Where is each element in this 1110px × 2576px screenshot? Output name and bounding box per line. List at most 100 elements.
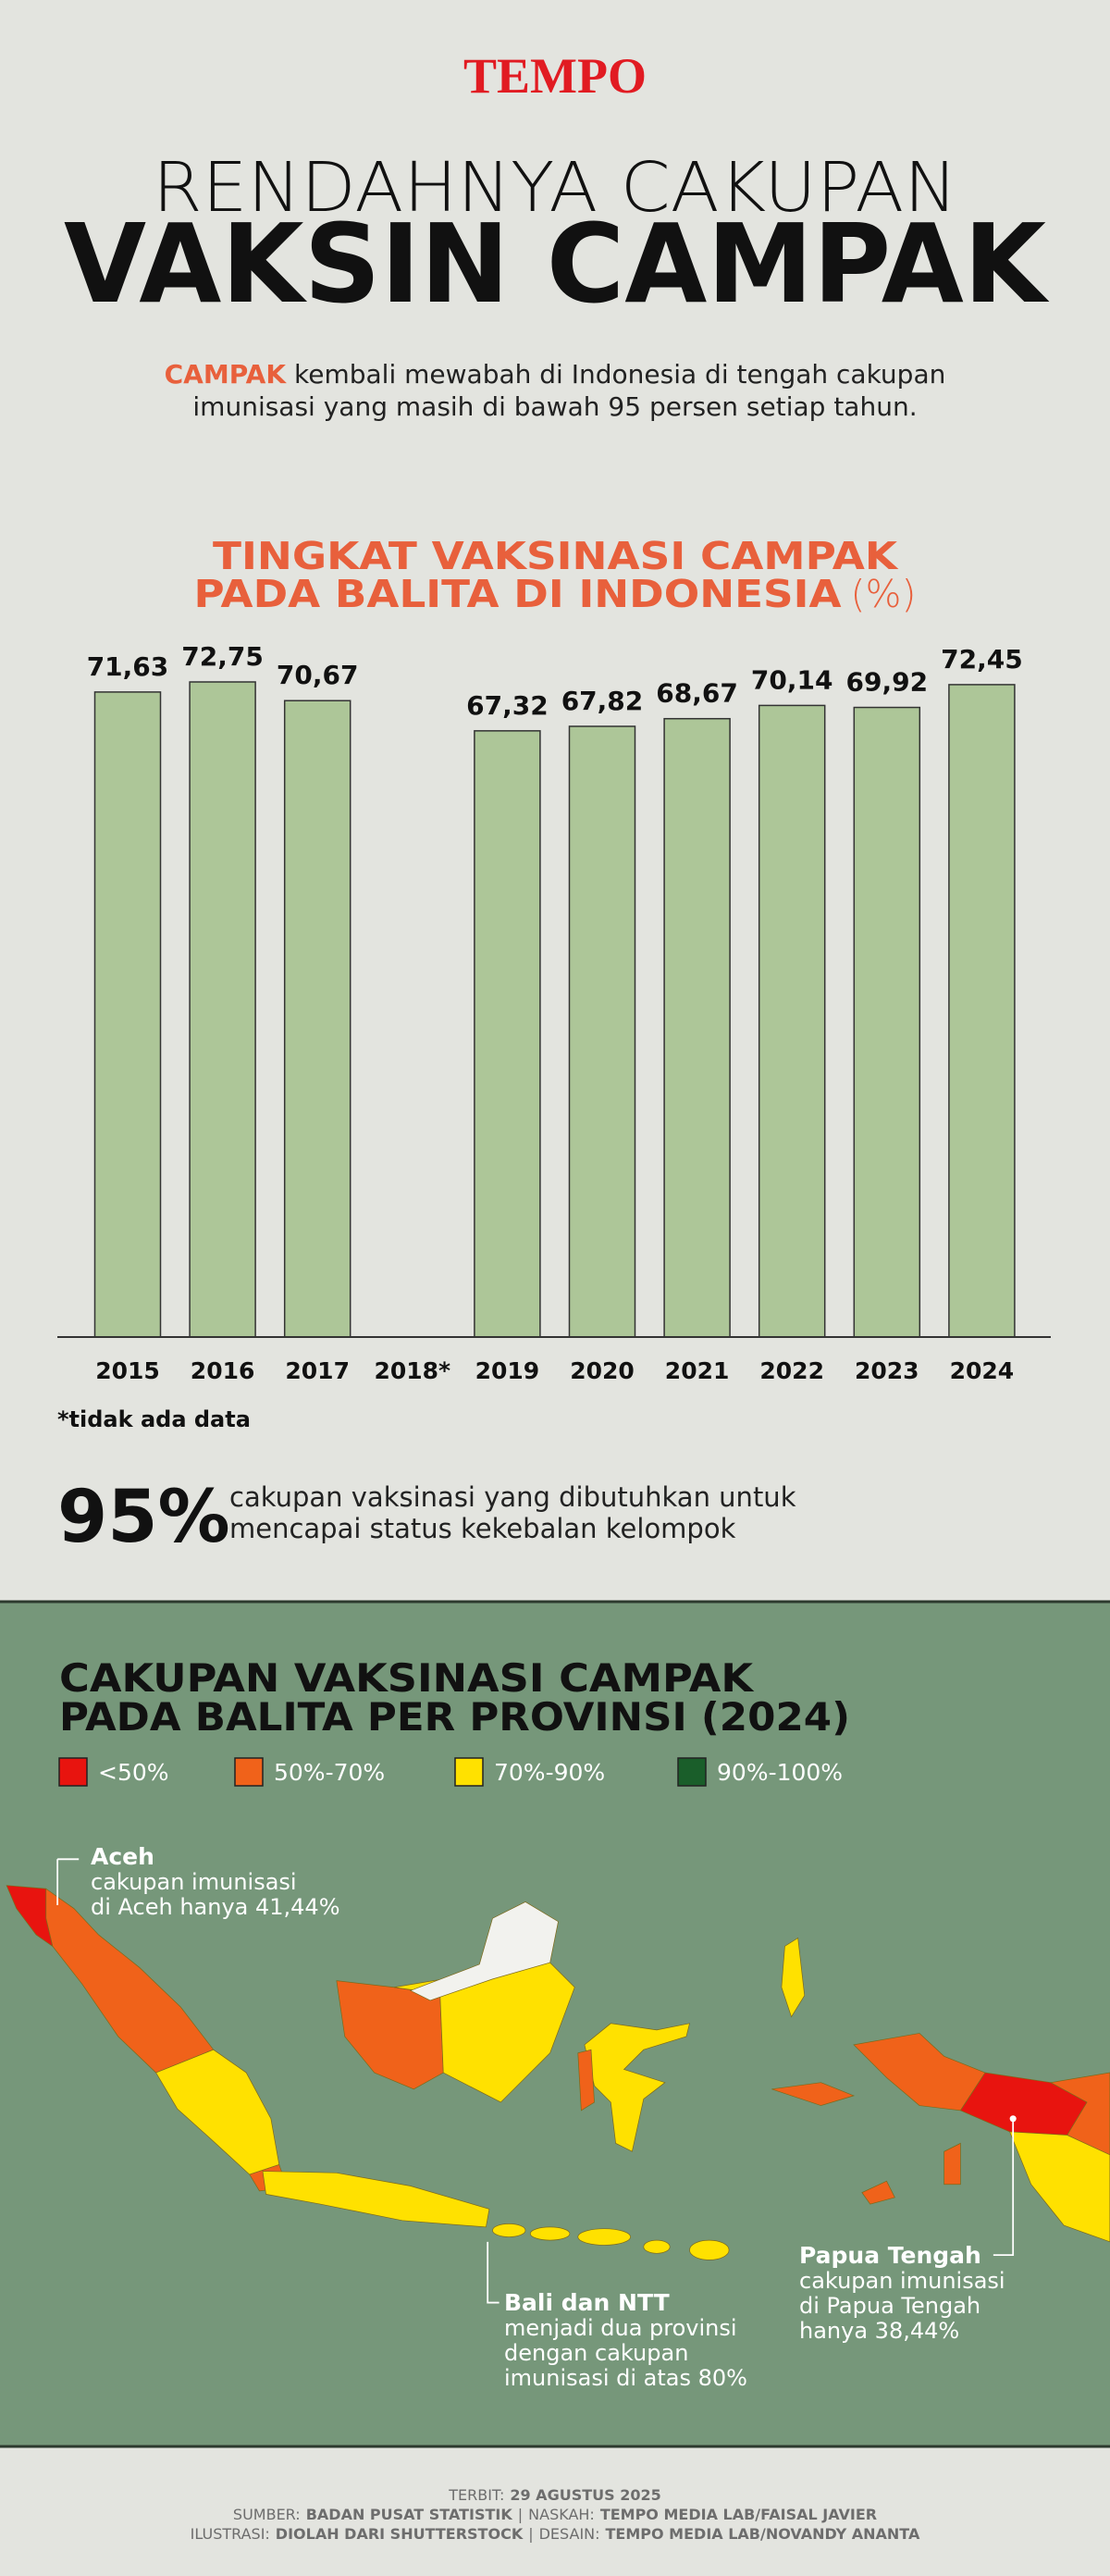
province [781, 1937, 806, 2018]
footer: TERBIT: 29 AGUSTUS 2025 SUMBER: BADAN PUSAT… [191, 2486, 920, 2543]
x-tick-label: 2017 [285, 1357, 350, 1384]
value-label: 67,82 [561, 686, 644, 716]
subtitle-line-2: imunisasi yang masih di bawah 95 persen … [192, 391, 917, 422]
bar [853, 706, 921, 1338]
leader-dot [1009, 2115, 1017, 2123]
province [409, 1901, 559, 2001]
bar [189, 681, 256, 1338]
footer-text: TERBIT: [448, 2486, 504, 2504]
footer-text: TEMPO MEDIA LAB/NOVANDY ANANTA [606, 2525, 920, 2543]
legend-label: 90%-100% [717, 1759, 843, 1786]
value-label: 72,45 [941, 644, 1023, 675]
value-label: 72,75 [181, 641, 264, 672]
legend-label: 70%-90% [494, 1759, 605, 1786]
stat-figure: 95% [57, 1476, 230, 1559]
province [584, 2023, 690, 2152]
annotation-text: di Papua Tengah [799, 2293, 980, 2319]
bar [568, 725, 636, 1338]
legend-label: 50%-70% [274, 1759, 385, 1786]
x-tick-label: 2024 [950, 1357, 1015, 1384]
x-tick-label: 2020 [570, 1357, 635, 1384]
footer-text: 29 AGUSTUS 2025 [510, 2486, 660, 2504]
legend-label: <50% [98, 1759, 169, 1786]
bar [93, 691, 162, 1338]
leader-line [487, 2241, 500, 2304]
x-tick-label: 2015 [95, 1357, 160, 1384]
title-line-2: VAKSIN CAMPAK [64, 200, 1050, 328]
value-label: 71,63 [87, 651, 169, 682]
x-tick-label: 2019 [475, 1357, 540, 1384]
bar [948, 684, 1016, 1338]
province [771, 2082, 856, 2106]
chart-note: *tidak ada data [57, 1406, 251, 1432]
footer-text: TEMPO MEDIA LAB/FAISAL JAVIER [600, 2506, 877, 2523]
annotation-text: cakupan imunisasi [799, 2268, 1005, 2294]
legend-swatch [677, 1757, 707, 1787]
footer-text: BADAN PUSAT STATISTIK [306, 2506, 513, 2523]
footer-text: | [518, 2506, 523, 2523]
legend-swatch [454, 1757, 484, 1787]
footer-text: DESAIN: [539, 2525, 600, 2543]
province [944, 2142, 961, 2186]
x-tick-label: 2018* [374, 1357, 450, 1384]
province [577, 2049, 595, 2112]
subtitle-line-1: CAMPAK kembali mewabah di Indonesia di te… [165, 359, 946, 390]
subtitle-text: kembali mewabah di Indonesia di tengah c… [294, 359, 945, 390]
annotation-text: di Aceh hanya 41,44% [91, 1894, 340, 1920]
leader-line [56, 1858, 80, 1905]
province [262, 2171, 490, 2228]
stat-text-1: cakupan vaksinasi yang dibutuhkan untuk [229, 1481, 796, 1513]
stat-text-2: mencapai status kekebalan kelompok [229, 1513, 736, 1544]
annotation-text: cakupan imunisasi [91, 1869, 297, 1895]
footer-text: DIOLAH DARI SHUTTERSTOCK [276, 2525, 524, 2543]
bar-chart: 2015 71,63 2016 72,75 2017 70,67 2018* 2019 67,3… [87, 641, 1023, 1384]
annotation-heading: Bali dan NTT [504, 2289, 670, 2316]
title-line-1: RENDAHNYA CAKUPAN [153, 148, 957, 228]
footer-text: | [528, 2525, 533, 2543]
x-tick-label: 2022 [759, 1357, 824, 1384]
logo: TEMPO [463, 48, 647, 104]
leader-line [993, 2118, 1015, 2256]
x-tick-label: 2023 [855, 1357, 919, 1384]
x-tick-label: 2021 [665, 1357, 730, 1384]
island [577, 2228, 631, 2246]
chart-title-text: PADA BALITA DI INDONESIA [194, 572, 842, 616]
map-title-line-1: CAKUPAN VAKSINASI CAMPAK [59, 1655, 755, 1701]
footer-text: NASKAH: [528, 2506, 595, 2523]
chart-title-line-1: TINGKAT VAKSINASI CAMPAK [213, 534, 899, 578]
x-tick-label: 2016 [191, 1357, 255, 1384]
annotation-text: menjadi dua provinsi [504, 2315, 737, 2341]
bar [474, 730, 541, 1338]
island [492, 2223, 526, 2237]
footer-text: SUMBER: [233, 2506, 301, 2523]
map-title-line-2: PADA BALITA PER PROVINSI (2024) [59, 1694, 850, 1740]
value-label: 69,92 [846, 667, 929, 698]
annotation-text: imunisasi di atas 80% [504, 2365, 747, 2391]
island [529, 2226, 571, 2241]
footer-line: SUMBER: BADAN PUSAT STATISTIK | NASKAH: TEMP… [233, 2506, 877, 2523]
value-label: 67,32 [466, 690, 549, 721]
value-label: 68,67 [656, 678, 738, 709]
annotation-text: dengan cakupan [504, 2340, 688, 2366]
province [6, 1885, 54, 1948]
chart-title-line-2: PADA BALITA DI INDONESIA (%) [194, 572, 917, 616]
province [861, 2180, 895, 2205]
bar [663, 717, 731, 1338]
footer-line: ILUSTRASI: DIOLAH DARI SHUTTERSTOCK | DESAI… [191, 2525, 920, 2543]
value-label: 70,67 [277, 660, 359, 690]
annotation-text: hanya 38,44% [799, 2318, 959, 2344]
subtitle-highlight: CAMPAK [165, 359, 288, 390]
island [643, 2239, 671, 2254]
legend-swatch [234, 1757, 264, 1787]
footer-line: TERBIT: 29 AGUSTUS 2025 [448, 2486, 661, 2504]
annotation-heading: Papua Tengah [799, 2242, 981, 2269]
island [689, 2239, 730, 2260]
footer-text: ILUSTRASI: [191, 2525, 270, 2543]
bar [283, 700, 352, 1338]
legend: <50% 50%-70% 70%-90% 90%-100% [58, 1757, 843, 1787]
chart-unit: (%) [851, 572, 917, 616]
